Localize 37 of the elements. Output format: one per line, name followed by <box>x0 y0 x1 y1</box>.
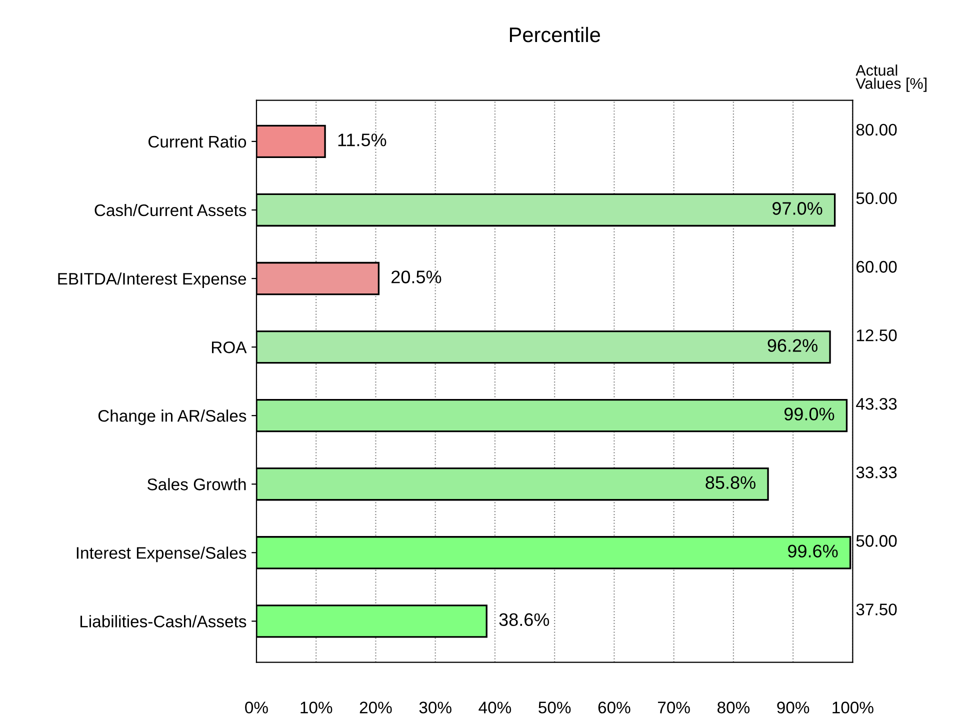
x-tick-label: 50% <box>538 702 571 714</box>
text: 43.33 <box>856 398 897 410</box>
x-tick-label: 90% <box>777 702 810 714</box>
x-tick-label: 0% <box>245 702 268 714</box>
data-label: 99.6% <box>788 544 838 558</box>
y-tick-label: EBITDA/Interest Expense <box>58 272 246 288</box>
x-tick-label: 70% <box>658 702 690 714</box>
chart-title: Percentile <box>510 26 600 42</box>
y-tick-label: Interest Expense/Sales <box>76 546 246 562</box>
text: 33.33 <box>856 466 897 478</box>
data-label: 96.2% <box>768 339 818 352</box>
y-tick-label: ROA <box>212 341 247 354</box>
y-tick-label: Liabilities-Cash/Assets <box>80 615 246 628</box>
text: 50.00 <box>856 192 897 204</box>
data-label: 97.0% <box>772 202 822 215</box>
y-tick-label: Change in AR/Sales <box>98 410 246 426</box>
text: 50.00 <box>856 535 897 547</box>
x-tick-label: 80% <box>717 702 750 714</box>
data-label: 85.8% <box>706 476 756 489</box>
text: 12.50 <box>856 329 897 342</box>
text: 80.00 <box>856 124 897 136</box>
data-label: 38.6% <box>499 613 550 626</box>
data-label: 11.5% <box>338 134 386 146</box>
x-tick-label: 60% <box>598 702 630 714</box>
x-tick-label: 10% <box>300 702 332 714</box>
x-tick-label: 30% <box>419 702 452 714</box>
text: Actual Values [%] <box>856 64 926 92</box>
y-tick-label: Sales Growth <box>147 478 246 490</box>
x-tick-label: 100% <box>832 702 874 714</box>
text: 37.50 <box>856 604 897 616</box>
y-tick-label: Cash/Current Assets <box>94 204 246 216</box>
text: 60.00 <box>856 260 897 273</box>
x-tick-label: 20% <box>360 702 392 714</box>
data-label: 20.5% <box>392 270 442 284</box>
x-tick-label: 40% <box>478 702 512 714</box>
data-label: 99.0% <box>784 408 834 420</box>
y-tick-label: Current Ratio <box>148 135 246 148</box>
